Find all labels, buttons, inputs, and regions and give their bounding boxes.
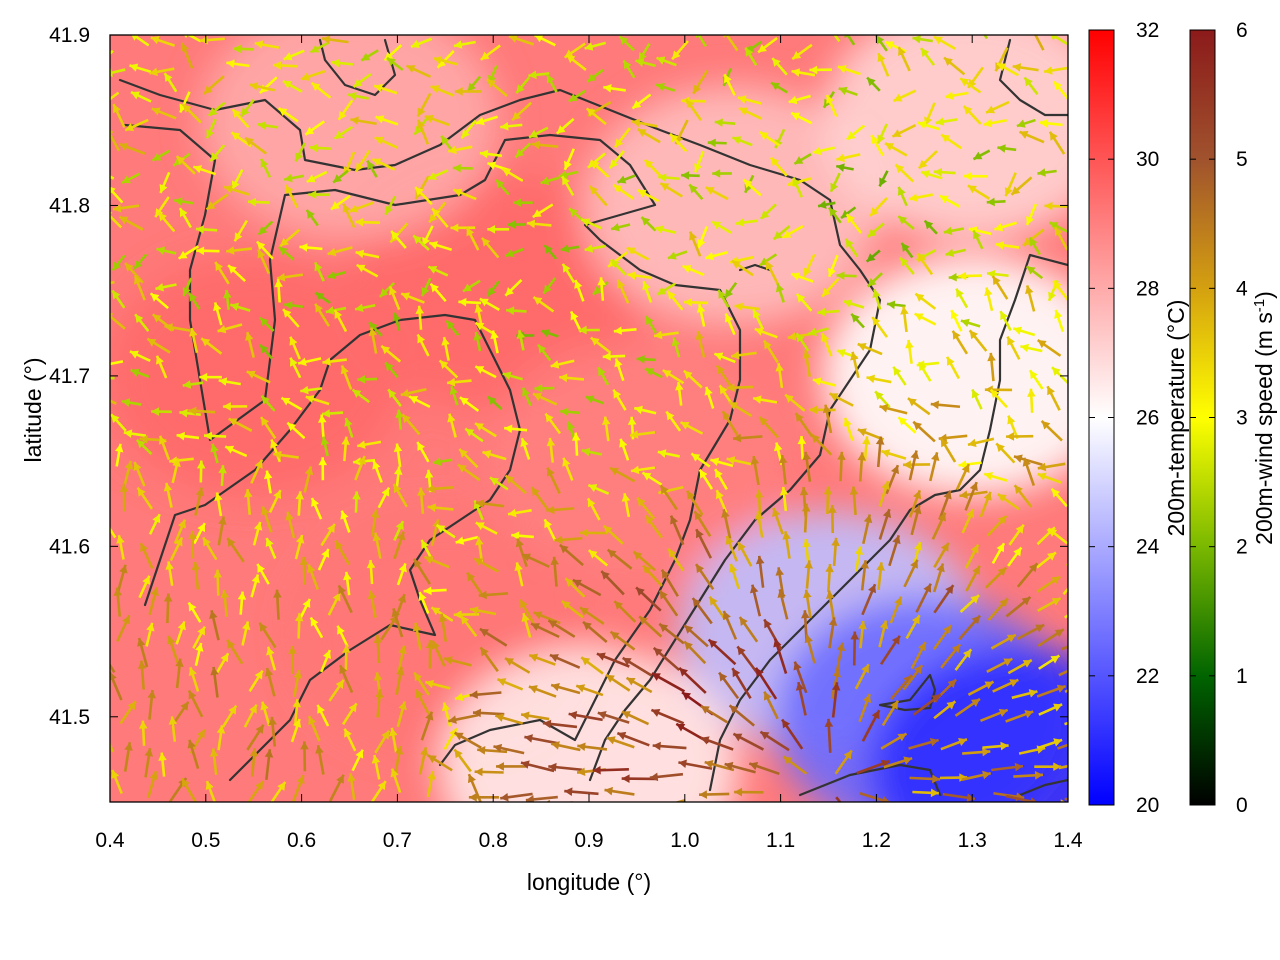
wind-vector — [423, 806, 451, 816]
colorbar-tick-label: 5 — [1236, 148, 1248, 171]
x-tick-label: 0.6 — [287, 829, 316, 852]
y-tick-label: 41.7 — [49, 365, 90, 388]
colorbar-tick-label: 4 — [1236, 277, 1248, 300]
y-tick-label: 41.9 — [49, 24, 90, 47]
wind-speed-title-superscript: -1 — [1251, 299, 1268, 312]
wind-speed-colorbar: 0 1 2 3 4 5 6 200m-wind speed (m s-1) — [1190, 19, 1277, 817]
colorbar-tick-label: 24 — [1136, 536, 1160, 559]
wind-vector — [772, 803, 802, 821]
x-tick-label: 1.1 — [766, 829, 795, 852]
wind-vector — [959, 805, 991, 817]
temperature-colorbar: 20 22 24 26 28 30 32 200m-temperature (°C) — [1089, 19, 1189, 817]
wind-speed-colorbar-title: 200m-wind speed (m s-1) — [1251, 291, 1278, 545]
x-tick-label: 0.7 — [383, 829, 412, 852]
colorbar-tick-label: 0 — [1236, 794, 1248, 817]
colorbar-tick-label: 32 — [1136, 19, 1159, 42]
colorbar-tick-label: 6 — [1236, 19, 1248, 42]
y-tick-label: 41.6 — [49, 535, 90, 558]
wind-vector — [1065, 679, 1091, 692]
wind-vector — [756, 802, 783, 814]
colorbar-tick-label: 28 — [1136, 277, 1159, 300]
temperature-colorbar-title: 200m-temperature (°C) — [1163, 300, 1189, 537]
colorbar-tick-label: 2 — [1236, 536, 1248, 559]
wind-speed-title-end: ) — [1251, 291, 1277, 299]
x-tick-label: 0.8 — [479, 829, 508, 852]
colorbar-tick-label: 30 — [1136, 148, 1159, 171]
temperature-region — [200, 0, 500, 240]
colorbar-tick-label: 26 — [1136, 407, 1159, 430]
colorbar-tick-label: 22 — [1136, 665, 1159, 688]
x-tick-label: 0.9 — [574, 829, 603, 852]
wind-vector — [1067, 546, 1085, 566]
wind-speed-title-main: 200m-wind speed (m s — [1251, 312, 1277, 545]
x-tick-label: 1.2 — [862, 829, 891, 852]
y-axis-title: latitude (°) — [20, 357, 46, 462]
temperature-region — [822, 256, 1122, 496]
x-tick-label: 0.5 — [191, 829, 220, 852]
wind-vector — [879, 805, 908, 814]
x-tick-label: 0.4 — [95, 829, 125, 852]
x-tick-label: 1.3 — [958, 829, 987, 852]
x-tick-label: 1.4 — [1053, 829, 1083, 852]
colorbar-tick-label: 3 — [1236, 407, 1248, 430]
plot-area: 0.4 0.5 0.6 0.7 0.8 0.9 1.0 1.1 1.2 1.3 1.4 41.5 41… — [20, 0, 1170, 895]
x-tick-label: 1.0 — [670, 829, 699, 852]
y-tick-label: 41.8 — [49, 194, 90, 217]
x-axis-title: longitude (°) — [527, 869, 651, 895]
y-tick-label: 41.5 — [49, 706, 90, 729]
wind-vector — [626, 805, 661, 816]
wind-vector — [668, 802, 700, 811]
colorbar-tick-label: 1 — [1236, 665, 1248, 688]
colorbar-tick-label: 20 — [1136, 794, 1159, 817]
